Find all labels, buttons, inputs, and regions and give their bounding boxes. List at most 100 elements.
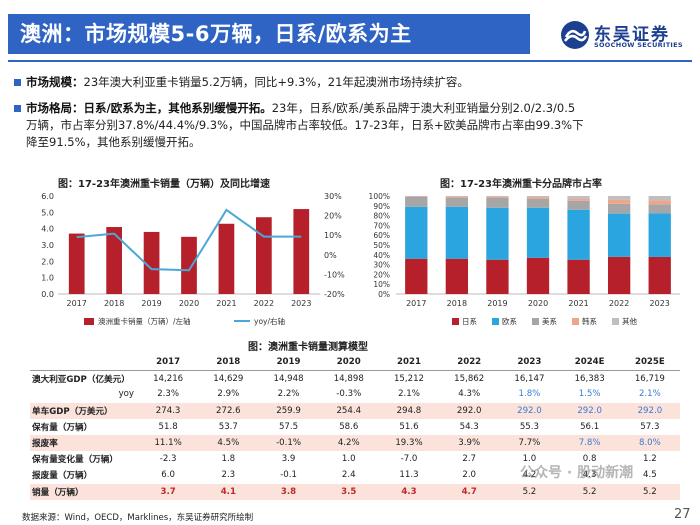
- logo-text-en: SOOCHOW SECURITIES: [594, 41, 683, 49]
- share-segment: [607, 256, 631, 294]
- table-cell: 57.5: [278, 421, 299, 432]
- table-cell: 3.9%: [439, 434, 500, 452]
- bullet-heading: 市场规模：: [26, 75, 84, 89]
- y2-tick-label: -10%: [324, 270, 345, 279]
- sales-bar: [218, 223, 235, 294]
- legend-swatch-sales: [84, 318, 94, 325]
- x-tick-label: 2017: [67, 299, 87, 308]
- legend-swatch: [572, 318, 579, 325]
- table-cell: 19.3%: [378, 434, 440, 452]
- table-cell: 16,383: [574, 373, 605, 384]
- y-tick-label: 60%: [373, 231, 390, 240]
- table-cell: 3.8: [258, 483, 319, 500]
- share-segment: [486, 196, 509, 197]
- table-row: 澳大利亚GDP（亿美元） 14,216 14,629 14,948 14,898 15,2…: [30, 370, 680, 386]
- table-cell: 1.2: [643, 454, 657, 465]
- table-cell: 2.9%: [217, 389, 240, 400]
- x-tick-label: 2020: [179, 299, 199, 308]
- y-tick-label: 2.0: [41, 257, 54, 266]
- table-cell: 5.2: [499, 483, 560, 500]
- table-row: 单车GDP（万美元） 274.3 272.6 259.9 254.4 294.8 292.0…: [30, 402, 680, 419]
- x-tick-label: 2018: [447, 299, 467, 308]
- table-cell: 292.0: [559, 402, 620, 419]
- y2-tick-label: -20%: [324, 290, 345, 299]
- share-segment: [486, 197, 509, 208]
- share-segment: [607, 199, 631, 204]
- table-cell: 4.2: [522, 470, 537, 481]
- y-tick-label: 6.0: [41, 192, 54, 201]
- sales-bar: [68, 233, 85, 294]
- title-divider: [8, 60, 692, 62]
- bullet-text: 降至91.5%，其他系别缓慢开拓。: [26, 135, 201, 149]
- table-cell: 4.2%: [318, 434, 379, 452]
- table-cell: 254.4: [318, 402, 379, 419]
- row-label: 保有量变化量（万辆）: [32, 455, 118, 466]
- legend-label-yoy: yoy/右轴: [254, 316, 285, 326]
- table-cell: 14,948: [273, 373, 304, 384]
- y-tick-label: 90%: [373, 202, 390, 211]
- share-segment: [567, 196, 590, 199]
- table-cell: 272.6: [198, 402, 259, 419]
- share-segment: [607, 196, 631, 200]
- bullet-heading: 市场格局：日系/欧系为主，其他系别缓慢开拓。: [26, 101, 272, 115]
- y-tick-label: 40%: [373, 251, 390, 260]
- x-tick-label: 2020: [528, 299, 548, 308]
- y-tick-label: 80%: [373, 212, 390, 221]
- logo: 东吴证券 SOOCHOW SECURITIES: [550, 16, 700, 56]
- share-segment: [648, 196, 671, 201]
- legend-swatch: [532, 318, 539, 325]
- share-segment: [567, 209, 590, 260]
- y-tick-label: 20%: [373, 270, 390, 279]
- bullet-market-size: 市场规模：23年澳大利亚重卡销量5.2万辆，同比+9.3%，21年起澳洲市场持续…: [14, 74, 684, 92]
- table-cell: 6.0: [161, 470, 175, 481]
- legend-label-sales: 澳洲重卡销量（万辆）/左轴: [98, 316, 191, 326]
- table-cell: 3.9: [281, 454, 296, 465]
- table-cell: 5.2: [559, 483, 620, 500]
- soochow-logo-icon: [561, 21, 589, 49]
- bullet-text: 23年澳大利亚重卡销量5.2万辆，同比+9.3%，21年起澳洲市场持续扩容。: [83, 75, 469, 89]
- table-cell: 3.7: [138, 483, 199, 500]
- table-cell: 2.0: [462, 470, 477, 481]
- table-cell: 2.3: [221, 470, 236, 481]
- x-tick-label: 2021: [568, 299, 588, 308]
- table-cell: 51.8: [158, 421, 178, 432]
- table-cell: 58.6: [339, 421, 359, 432]
- x-tick-label: 2019: [141, 299, 161, 308]
- table-row: 报废量（万辆） 6.0 2.3 -0.1 2.4 11.3 2.0 4.2 4.3 4.5: [30, 467, 680, 483]
- table-cell: 11.3: [399, 470, 419, 481]
- row-label: 报废量（万辆）: [32, 471, 93, 482]
- table-header-cell: 2019: [258, 354, 319, 371]
- table-row: 销量（万辆） 3.7 4.1 3.8 3.5 4.3 4.7 5.2 5.2 5.2: [30, 483, 680, 500]
- share-segment: [567, 198, 590, 201]
- table-cell: 16,147: [514, 373, 545, 384]
- table-cell: 55.3: [519, 421, 539, 432]
- y-tick-label: 100%: [369, 192, 390, 201]
- row-label: 保有量（万辆）: [32, 422, 93, 433]
- table-cell: 1.5%: [578, 389, 601, 400]
- table-cell: 1.8%: [518, 389, 541, 400]
- y-tick-label: 30%: [373, 261, 390, 270]
- x-tick-label: 2023: [291, 299, 311, 308]
- table-header-cell: 2024E: [559, 354, 620, 371]
- page-title: 澳洲：市场规模5-6万辆，日系/欧系为主: [8, 14, 530, 54]
- share-segment: [607, 203, 631, 214]
- x-tick-label: 2021: [216, 299, 236, 308]
- sales-bar: [106, 227, 123, 294]
- table-row: 保有量（万辆） 51.8 53.7 57.5 58.6 51.6 54.3 55.3 56.1 5…: [30, 419, 680, 435]
- table-cell: 14,629: [213, 373, 244, 384]
- table-cell: 4.1: [198, 483, 259, 500]
- share-segment: [526, 197, 550, 199]
- row-label: 单车GDP（万美元）: [30, 402, 138, 419]
- legend-swatch: [612, 318, 619, 325]
- table-cell: 292.0: [499, 402, 560, 419]
- watermark: 公众号 · 股动新潮: [520, 465, 634, 481]
- x-tick-label: 2017: [406, 299, 426, 308]
- table-row: 报废率 11.1% 4.5% -0.1% 4.2% 19.3% 3.9% 7.7% 7.8% 8.…: [30, 434, 680, 452]
- table-cell: 2.2%: [277, 389, 300, 400]
- sales-yoy-chart: 0.0 1.0 2.0 3.0 4.0 5.0 6.0 -20% -10% 0% 10% 20% 30%…: [41, 192, 345, 326]
- table-cell: 15,212: [393, 373, 425, 384]
- table-cell: 2.1%: [638, 389, 661, 400]
- table-cell: 57.3: [640, 421, 660, 432]
- table-cell: 4.3%: [458, 389, 481, 400]
- share-segment: [445, 258, 469, 294]
